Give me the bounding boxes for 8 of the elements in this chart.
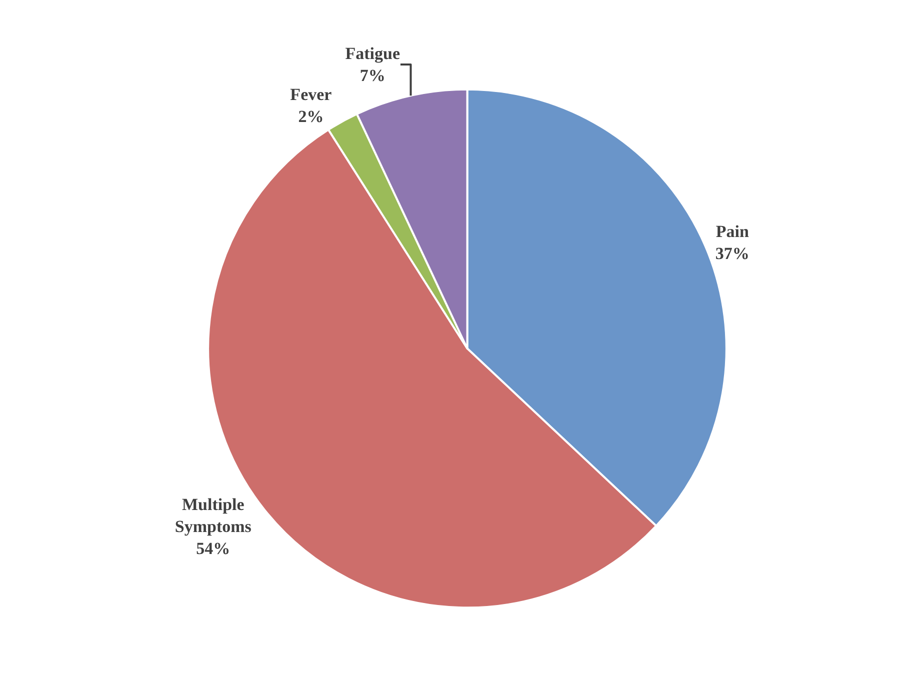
data-label: 37% xyxy=(715,244,750,263)
slice-label: Fever xyxy=(290,85,332,104)
data-label: 7% xyxy=(360,66,386,86)
slice-label: Pain xyxy=(716,222,750,241)
data-label: 2% xyxy=(298,107,324,126)
slice-label: Multiple Symptoms xyxy=(174,494,252,536)
data-label: 54% xyxy=(196,539,230,558)
slice-label: Fatigue xyxy=(345,44,400,63)
